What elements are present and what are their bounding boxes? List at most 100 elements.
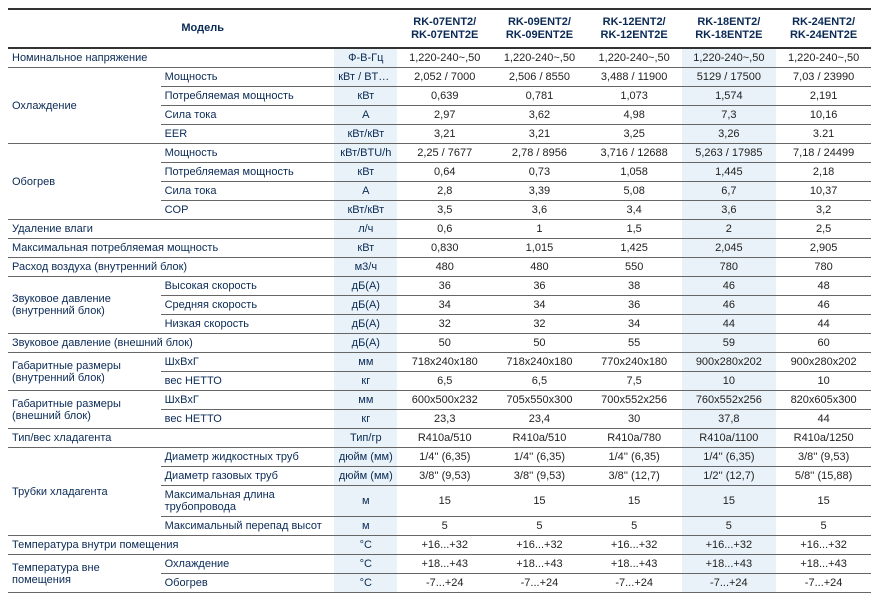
value-cell: -7...+24 bbox=[492, 574, 587, 593]
table-row: Расход воздуха (внутренний блок)м3/ч4804… bbox=[8, 258, 871, 277]
value-cell: -7...+24 bbox=[587, 574, 682, 593]
unit-cell: °С bbox=[334, 574, 397, 593]
value-cell: 550 bbox=[587, 258, 682, 277]
unit-cell: м3/ч bbox=[334, 258, 397, 277]
unit-cell: дБ(А) bbox=[334, 296, 397, 315]
value-cell: 2,18 bbox=[776, 163, 871, 182]
header-row: Модель RK-07ENT2/RK-07ENT2E RK-09ENT2/RK… bbox=[8, 9, 871, 48]
value-cell: 1/4'' (6,35) bbox=[492, 448, 587, 467]
table-row: Номинальное напряжениеФ-В-Гц1,220-240~,5… bbox=[8, 48, 871, 68]
group-cell: Габаритные размеры (внутренний блок) bbox=[8, 353, 161, 391]
value-cell: 30 bbox=[587, 410, 682, 429]
value-cell: 3/8'' (12,7) bbox=[587, 467, 682, 486]
value-cell: 480 bbox=[492, 258, 587, 277]
group-cell: Трубки хладагента bbox=[8, 448, 161, 536]
value-cell: 23,3 bbox=[397, 410, 492, 429]
value-cell: 5 bbox=[682, 517, 777, 536]
value-cell: 15 bbox=[492, 486, 587, 517]
value-cell: 5 bbox=[492, 517, 587, 536]
value-cell: 2 bbox=[682, 220, 777, 239]
group-cell: Охлаждение bbox=[8, 68, 161, 144]
table-row: Максимальная потребляемая мощностькВт0,8… bbox=[8, 239, 871, 258]
value-cell: 7,18 / 24499 bbox=[776, 144, 871, 163]
unit-cell: м bbox=[334, 517, 397, 536]
value-cell: 1,220-240~,50 bbox=[492, 48, 587, 68]
sub-cell: Охлаждение bbox=[161, 555, 335, 574]
value-cell: 36 bbox=[587, 296, 682, 315]
value-cell: 44 bbox=[682, 315, 777, 334]
value-cell: 36 bbox=[492, 277, 587, 296]
value-cell: R410a/1250 bbox=[776, 429, 871, 448]
sub-cell: Диаметр жидкостных труб bbox=[161, 448, 335, 467]
sub-cell: вес НЕТТО bbox=[161, 410, 335, 429]
value-cell: 2,506 / 8550 bbox=[492, 68, 587, 87]
value-cell: 1,425 bbox=[587, 239, 682, 258]
value-cell: 10 bbox=[776, 372, 871, 391]
value-cell: 3,4 bbox=[587, 201, 682, 220]
value-cell: 1,574 bbox=[682, 87, 777, 106]
value-cell: 1,015 bbox=[492, 239, 587, 258]
sub-cell: ШхВхГ bbox=[161, 391, 335, 410]
value-cell: 1,220-240~,50 bbox=[397, 48, 492, 68]
value-cell: 34 bbox=[492, 296, 587, 315]
group-cell: Номинальное напряжение bbox=[8, 48, 334, 68]
unit-cell: Ф-В-Гц bbox=[334, 48, 397, 68]
value-cell: 3,2 bbox=[776, 201, 871, 220]
value-cell: 480 bbox=[397, 258, 492, 277]
value-cell: 10,16 bbox=[776, 106, 871, 125]
table-head: Модель RK-07ENT2/RK-07ENT2E RK-09ENT2/RK… bbox=[8, 9, 871, 48]
value-cell: 700x552x256 bbox=[587, 391, 682, 410]
value-cell: 3,6 bbox=[682, 201, 777, 220]
group-cell: Тип/вес хладагента bbox=[8, 429, 334, 448]
table-row: ОхлаждениеМощностькВт / BTU/h2,052 / 700… bbox=[8, 68, 871, 87]
value-cell: 1/4'' (6,35) bbox=[397, 448, 492, 467]
value-cell: 1/4'' (6,35) bbox=[587, 448, 682, 467]
value-cell: 48 bbox=[776, 277, 871, 296]
value-cell: 36 bbox=[397, 277, 492, 296]
value-cell: 2,8 bbox=[397, 182, 492, 201]
value-cell: +18...+43 bbox=[492, 555, 587, 574]
value-cell: 15 bbox=[776, 486, 871, 517]
sub-cell: Потребляемая мощность bbox=[161, 163, 335, 182]
value-cell: -7...+24 bbox=[682, 574, 777, 593]
value-cell: 3,26 bbox=[682, 125, 777, 144]
value-cell: 3,39 bbox=[492, 182, 587, 201]
value-cell: R410a/780 bbox=[587, 429, 682, 448]
value-cell: 1/4'' (6,35) bbox=[682, 448, 777, 467]
header-model-1: RK-09ENT2/RK-09ENT2E bbox=[492, 9, 587, 48]
value-cell: 37,8 bbox=[682, 410, 777, 429]
value-cell: 0,73 bbox=[492, 163, 587, 182]
value-cell: 780 bbox=[776, 258, 871, 277]
header-model-0: RK-07ENT2/RK-07ENT2E bbox=[397, 9, 492, 48]
value-cell: 3/8'' (9,53) bbox=[492, 467, 587, 486]
value-cell: 32 bbox=[492, 315, 587, 334]
value-cell: 60 bbox=[776, 334, 871, 353]
sub-cell: EER bbox=[161, 125, 335, 144]
unit-cell: кВт bbox=[334, 163, 397, 182]
value-cell: 5 bbox=[587, 517, 682, 536]
value-cell: 3,21 bbox=[397, 125, 492, 144]
value-cell: 705x550x300 bbox=[492, 391, 587, 410]
value-cell: 900x280x202 bbox=[776, 353, 871, 372]
table-row: Тип/вес хладагентаТип/грR410a/510R410a/5… bbox=[8, 429, 871, 448]
value-cell: 34 bbox=[587, 315, 682, 334]
value-cell: +16...+32 bbox=[397, 536, 492, 555]
value-cell: 5,263 / 17985 bbox=[682, 144, 777, 163]
value-cell: 6,7 bbox=[682, 182, 777, 201]
unit-cell: А bbox=[334, 106, 397, 125]
value-cell: -7...+24 bbox=[776, 574, 871, 593]
value-cell: +16...+32 bbox=[682, 536, 777, 555]
value-cell: 3/8'' (9,53) bbox=[776, 448, 871, 467]
unit-cell: °С bbox=[334, 536, 397, 555]
value-cell: 780 bbox=[682, 258, 777, 277]
unit-cell: Тип/гр bbox=[334, 429, 397, 448]
header-model-4: RK-24ENT2/RK-24ENT2E bbox=[776, 9, 871, 48]
sub-cell: Обогрев bbox=[161, 574, 335, 593]
table-row: Габаритные размеры (внутренний блок)ШхВх… bbox=[8, 353, 871, 372]
value-cell: 2,905 bbox=[776, 239, 871, 258]
sub-cell: Потребляемая мощность bbox=[161, 87, 335, 106]
value-cell: 6,5 bbox=[492, 372, 587, 391]
sub-cell: Мощность bbox=[161, 144, 335, 163]
value-cell: 46 bbox=[682, 296, 777, 315]
value-cell: 1,073 bbox=[587, 87, 682, 106]
